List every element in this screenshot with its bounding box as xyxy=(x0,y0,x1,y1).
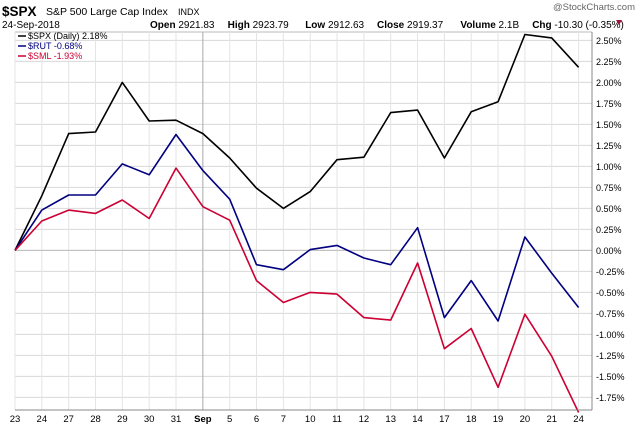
chart-legend: $SPX (Daily) 2.18%$RUT -0.68%$SML -1.93% xyxy=(18,31,108,61)
y-tick-label: 0.50% xyxy=(596,204,622,214)
x-tick-label: 20 xyxy=(520,414,531,425)
x-tick-label: 14 xyxy=(412,414,423,425)
stat-open: Open 2921.83 xyxy=(150,20,215,31)
x-tick-label: Sep xyxy=(194,414,212,425)
x-tick-label: 28 xyxy=(90,414,101,425)
stat-value: 2923.79 xyxy=(253,20,290,31)
stat-value: 2921.83 xyxy=(178,20,215,31)
stat-label: Low xyxy=(305,20,328,31)
x-tick-label: 30 xyxy=(144,414,155,425)
x-tick-label: 24 xyxy=(37,414,48,425)
x-tick-label: 10 xyxy=(305,414,316,425)
chart-header: $SPX S&P 500 Large Cap Index INDX @Stock… xyxy=(2,2,635,31)
y-tick-label: 0.75% xyxy=(596,183,622,193)
stat-value: 2.1B xyxy=(499,20,520,31)
y-tick-label: 2.25% xyxy=(596,57,622,67)
plot-area xyxy=(14,31,593,413)
x-tick-label: 12 xyxy=(359,414,370,425)
x-tick-label: 18 xyxy=(466,414,477,425)
y-tick-label: 1.25% xyxy=(596,141,622,151)
exchange-label: INDX xyxy=(178,7,200,17)
series-line-rut xyxy=(14,133,580,322)
down-arrow-icon xyxy=(616,20,622,25)
x-tick-label: 13 xyxy=(385,414,396,425)
stat-chg: Chg -10.30 (-0.35%) xyxy=(532,20,624,31)
legend-entry: $SPX (Daily) 2.18% xyxy=(28,31,108,41)
x-tick-label: 21 xyxy=(546,414,557,425)
legend-entry: $SML -1.93% xyxy=(28,51,82,61)
index-name: S&P 500 Large Cap Index xyxy=(46,6,169,18)
y-tick-label: 0.00% xyxy=(596,246,622,256)
stat-high: High 2923.79 xyxy=(228,20,290,31)
y-tick-label: 1.75% xyxy=(596,99,622,109)
stat-value: 2919.37 xyxy=(407,20,444,31)
ticker-symbol: $SPX xyxy=(2,4,37,19)
series-lines xyxy=(14,33,580,413)
y-tick-label: 1.00% xyxy=(596,162,622,172)
price-stats: Open 2921.83 High 2923.79 Low 2912.63 Close… xyxy=(150,20,624,31)
x-tick-label: 19 xyxy=(493,414,504,425)
stat-label: Volume xyxy=(460,20,498,31)
x-tick-label: 5 xyxy=(227,414,232,425)
chart-date: 24-Sep-2018 xyxy=(2,20,60,31)
x-tick-label: 24 xyxy=(573,414,584,425)
stat-label: Chg xyxy=(532,20,554,31)
stat-volume: Volume 2.1B xyxy=(460,20,519,31)
stat-low: Low 2912.63 xyxy=(305,20,364,31)
y-tick-label: 0.25% xyxy=(596,225,622,235)
series-line-sml xyxy=(14,167,580,413)
stat-label: Open xyxy=(150,20,178,31)
y-axis-tick-labels: 2.50% 2.25% 2.00% 1.75% 1.50% 1.25% 1.00% 0.75%… xyxy=(596,36,625,403)
stat-value: 2912.63 xyxy=(328,20,365,31)
stat-label: High xyxy=(228,20,253,31)
stockcharts-watermark: @StockCharts.com xyxy=(553,2,635,13)
series-line-spx xyxy=(14,33,580,251)
y-tick-label: -1.00% xyxy=(596,330,625,340)
x-tick-label: 23 xyxy=(10,414,21,425)
y-tick-label: -1.75% xyxy=(596,393,625,403)
grid-lines xyxy=(14,32,592,410)
x-axis-tick-labels: 23 24 27 28 29 30 31 Sep 5 6 7 10 11 12 13 14 17 18 19 20 21… xyxy=(10,414,584,425)
y-tick-label: -0.25% xyxy=(596,267,625,277)
x-tick-label: 29 xyxy=(117,414,128,425)
stat-label: Close xyxy=(377,20,407,31)
x-tick-label: 31 xyxy=(171,414,182,425)
x-tick-label: 17 xyxy=(439,414,450,425)
y-tick-label: -1.25% xyxy=(596,351,625,361)
y-tick-label: 1.50% xyxy=(596,120,622,130)
y-tick-label: 2.00% xyxy=(596,78,622,88)
y-tick-label: -0.75% xyxy=(596,309,625,319)
x-tick-label: 27 xyxy=(63,414,74,425)
legend-entry: $RUT -0.68% xyxy=(28,41,82,51)
x-tick-label: 6 xyxy=(254,414,259,425)
stat-close: Close 2919.37 xyxy=(377,20,444,31)
x-tick-label: 7 xyxy=(281,414,286,425)
x-tick-label: 11 xyxy=(332,414,342,425)
stat-value: -10.30 (-0.35%) xyxy=(554,20,623,31)
y-tick-label: -0.50% xyxy=(596,288,625,298)
y-tick-label: -1.50% xyxy=(596,372,625,382)
y-tick-label: 2.50% xyxy=(596,36,622,46)
